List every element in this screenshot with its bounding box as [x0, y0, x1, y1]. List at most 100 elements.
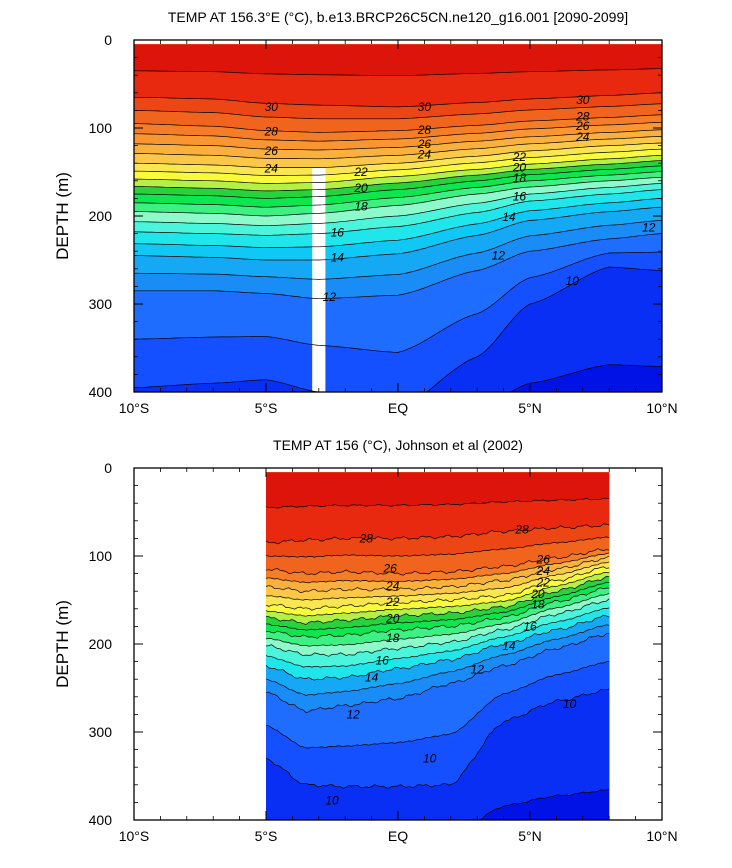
- contour-label: 16: [513, 190, 527, 204]
- x-tick-label: 5°S: [255, 828, 278, 844]
- contour-line: [479, 789, 610, 820]
- contour-label: 26: [382, 561, 397, 575]
- contour-line: [510, 364, 662, 392]
- model-axes: 10°S 5°S EQ 5°N 10°N 0 100 200 300 400: [89, 32, 678, 416]
- contour-label: 20: [353, 181, 368, 195]
- contour-line: [134, 148, 662, 176]
- contour-label: 16: [375, 654, 389, 668]
- contour-label: 14: [365, 670, 379, 684]
- contour-label: 24: [575, 130, 590, 144]
- contour-line: [265, 571, 610, 617]
- contour-label: 28: [417, 123, 432, 137]
- x-tick-label: 5°N: [518, 400, 542, 416]
- contour-label: 26: [264, 144, 279, 158]
- y-tick-label: 100: [89, 548, 113, 564]
- contour-line: [265, 624, 610, 696]
- model-panel: TEMP AT 156.3°E (°C), b.e13.BRCP26C5CN.n…: [53, 9, 678, 416]
- contour-label: 20: [512, 161, 527, 175]
- contour-label: 22: [353, 165, 368, 179]
- contour-label: 16: [523, 619, 537, 633]
- contour-line: [265, 587, 610, 639]
- contour-label: 10: [423, 751, 437, 765]
- x-tick-label: 10°N: [646, 400, 677, 416]
- contour-label: 28: [575, 110, 590, 124]
- contour-label: 30: [265, 100, 279, 114]
- contour-label: 20: [385, 611, 400, 625]
- contour-line: [134, 183, 662, 227]
- contour-label: 24: [264, 161, 279, 175]
- obs-axes: 10°S 5°S EQ 5°N 10°N 0 100 200 300 400: [89, 460, 678, 844]
- contour-line: [265, 536, 610, 558]
- contour-line: [134, 189, 662, 236]
- contour-label: 16: [331, 226, 345, 240]
- contour-line: [134, 129, 662, 151]
- contour-label: 18: [354, 199, 368, 213]
- contour-label: 24: [536, 564, 551, 578]
- y-tick-label: 300: [89, 296, 113, 312]
- contour-line: [134, 160, 662, 192]
- contour-label: 26: [417, 137, 432, 151]
- y-tick-label: 100: [89, 120, 113, 136]
- contour-line: [265, 561, 610, 601]
- y-tick-label: 300: [89, 724, 113, 740]
- contour-label: 24: [417, 147, 432, 161]
- y-tick-label: 0: [104, 460, 112, 476]
- contour-label: 18: [513, 171, 527, 185]
- contour-label: 18: [531, 597, 545, 611]
- obs-contour-fills: [266, 472, 610, 820]
- missing-data-column: [312, 167, 326, 392]
- contour-line: [265, 523, 610, 545]
- contour-line: [265, 497, 610, 509]
- contour-line: [134, 154, 662, 184]
- contour-label: 12: [492, 249, 506, 263]
- contour-label: 26: [575, 119, 590, 133]
- contour-label: 22: [512, 150, 527, 164]
- x-tick-label: 10°N: [646, 828, 677, 844]
- x-tick-label: EQ: [388, 400, 408, 416]
- obs-title: TEMP AT 156 (°C), Johnson et al (2002): [273, 437, 523, 453]
- contour-line: [265, 607, 610, 668]
- contour-line: [134, 176, 662, 217]
- obs-contour-lines: [265, 497, 610, 820]
- contour-label: 22: [385, 595, 400, 609]
- contour-line: [265, 566, 610, 611]
- contour-label: 22: [536, 575, 551, 589]
- contour-line: [265, 614, 610, 681]
- contour-label: 14: [502, 210, 516, 224]
- contour-line: [134, 68, 662, 76]
- x-tick-label: 5°N: [518, 828, 542, 844]
- contour-line: [265, 548, 610, 576]
- contour-label: 18: [386, 631, 400, 645]
- contour-line: [134, 266, 662, 392]
- y-tick-label: 0: [104, 32, 112, 48]
- obs-ylabel: DEPTH (m): [53, 600, 72, 688]
- x-tick-label: EQ: [388, 828, 408, 844]
- contour-label: 10: [566, 274, 580, 288]
- contour-line: [134, 171, 662, 208]
- y-tick-label: 200: [89, 636, 113, 652]
- contour-line: [134, 103, 662, 120]
- contour-band: [266, 472, 610, 509]
- model-ylabel: DEPTH (m): [53, 172, 72, 260]
- model-missing-column: [312, 167, 326, 392]
- model-title: TEMP AT 156.3°E (°C), b.e13.BRCP26C5CN.n…: [168, 9, 628, 25]
- contour-line: [265, 555, 610, 593]
- x-tick-label: 10°S: [119, 828, 150, 844]
- contour-line: [134, 220, 662, 280]
- x-tick-label: 5°S: [255, 400, 278, 416]
- contour-label: 10: [325, 794, 339, 808]
- contour-band: [134, 44, 662, 76]
- contour-label: 28: [264, 125, 279, 139]
- contour-label: 30: [418, 100, 432, 114]
- contour-label: 12: [323, 290, 337, 304]
- contour-line: [265, 552, 610, 584]
- contour-label: 14: [331, 250, 345, 264]
- contour-line: [266, 581, 610, 631]
- contour-line: [134, 142, 662, 168]
- y-tick-label: 200: [89, 208, 113, 224]
- contour-line: [265, 688, 610, 789]
- contour-line: [134, 251, 662, 353]
- contour-line: [134, 198, 662, 249]
